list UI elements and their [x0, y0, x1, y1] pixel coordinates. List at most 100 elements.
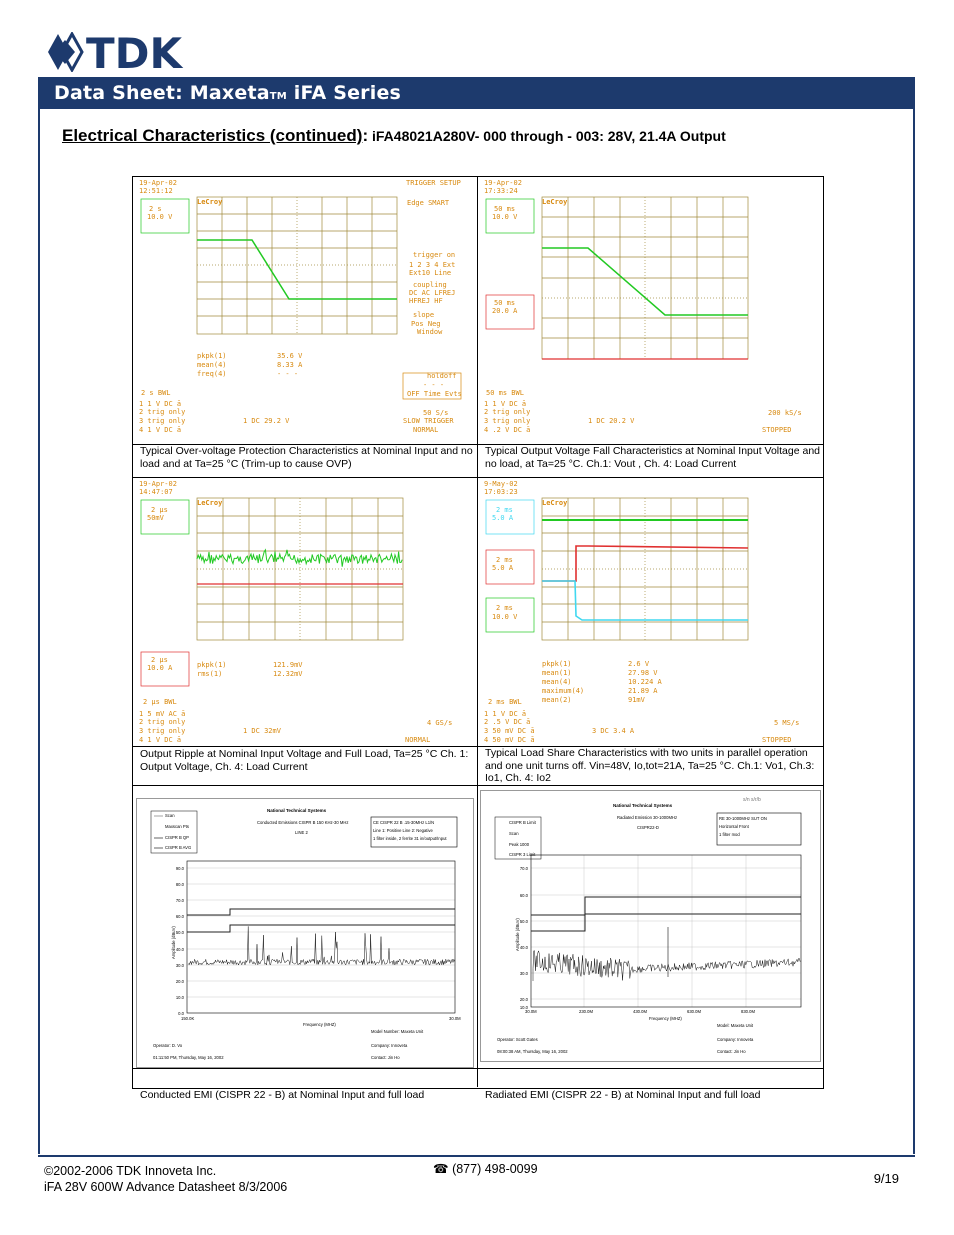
svg-text:10.0 V: 10.0 V — [492, 613, 518, 621]
logo-text: TDK — [86, 32, 184, 72]
svg-text:30.0: 30.0 — [176, 963, 185, 968]
svg-text:12.32mV: 12.32mV — [273, 670, 303, 678]
svg-text:LeCroy: LeCroy — [197, 198, 223, 206]
svg-text:CISPR B AVG: CISPR B AVG — [165, 845, 191, 850]
svg-text:50.0: 50.0 — [520, 919, 529, 924]
svg-text:Edge SMART: Edge SMART — [407, 199, 450, 207]
svg-text:8.33 A: 8.33 A — [277, 361, 303, 369]
svg-text:maximum(4): maximum(4) — [542, 687, 584, 695]
svg-text:9-May-02: 9-May-02 — [484, 480, 518, 488]
svg-text:Conducted Emissions CISPR B 15: Conducted Emissions CISPR B 150 KHz-30 M… — [257, 820, 348, 825]
svg-text:630.0M: 630.0M — [687, 1009, 701, 1014]
svg-text:holdoff: holdoff — [427, 372, 457, 380]
page-frame — [38, 109, 915, 1154]
svg-text:19-Apr-02: 19-Apr-02 — [484, 179, 522, 187]
svg-text:2 trig only: 2 trig only — [139, 718, 185, 726]
svg-text:17:33:24: 17:33:24 — [484, 187, 518, 195]
footer-phone: (877) 498-0099 — [452, 1162, 538, 1176]
svg-text:rms(1): rms(1) — [197, 670, 222, 678]
svg-text:40.0: 40.0 — [176, 947, 185, 952]
scope-fall: 19-Apr-02 17:33:24 LeCroy 50 ms 10.0 V 5… — [478, 177, 822, 444]
svg-text:10.0: 10.0 — [520, 1005, 529, 1010]
svg-text:LINE 2: LINE 2 — [295, 830, 308, 835]
scope-time: 12:51:12 — [139, 187, 173, 195]
svg-text:freq(4): freq(4) — [197, 370, 227, 378]
svg-text:10.0 V: 10.0 V — [492, 213, 518, 221]
section-title: Electrical Characteristics (continued): … — [62, 126, 726, 145]
svg-text:LeCroy: LeCroy — [197, 499, 223, 507]
svg-text:s/n s/r/b: s/n s/r/b — [743, 797, 761, 803]
svg-text:91mV: 91mV — [628, 696, 646, 704]
svg-text:Model Number: Maxeta Unit: Model Number: Maxeta Unit — [371, 1029, 424, 1034]
svg-text:19-Apr-02: 19-Apr-02 — [139, 480, 177, 488]
svg-text:pkpk(1): pkpk(1) — [197, 352, 227, 360]
svg-text:60.0: 60.0 — [520, 893, 529, 898]
svg-text:35.6 V: 35.6 V — [277, 352, 303, 360]
svg-text:70.0: 70.0 — [520, 866, 529, 871]
svg-text:2 µs: 2 µs — [151, 656, 168, 664]
svg-text:50 ms: 50 ms — [494, 205, 515, 213]
svg-text:10.0: 10.0 — [176, 995, 185, 1000]
phone-icon: ☎ — [433, 1162, 449, 1176]
svg-text:mean(4): mean(4) — [197, 361, 227, 369]
svg-text:mean(4): mean(4) — [542, 678, 572, 686]
svg-text:- - -: - - - — [277, 370, 298, 378]
svg-text:National Technical Systems: National Technical Systems — [613, 803, 673, 808]
svg-text:2 s: 2 s — [149, 205, 162, 213]
footer-copyright: ©2002-2006 TDK Innoveta Inc. — [44, 1164, 217, 1178]
scope-ripple: 19-Apr-02 14:47:07 LeCroy 2 µs 50mV 2 µs… — [133, 478, 477, 746]
svg-text:- - -: - - - — [423, 381, 444, 389]
svg-text:2 .5 V DC ā: 2 .5 V DC ā — [484, 718, 530, 726]
svg-text:230.0M: 230.0M — [579, 1009, 593, 1014]
svg-text:20.0: 20.0 — [520, 997, 529, 1002]
caption-fall: Typical Output Voltage Fall Characterist… — [485, 445, 821, 470]
svg-text:1 5 mV AC ā: 1 5 mV AC ā — [139, 710, 185, 718]
scope-date: 19-Apr-02 — [139, 179, 177, 187]
svg-text:50 S/s: 50 S/s — [423, 409, 448, 417]
emi-conducted: National Technical Systems Conducted Emi… — [136, 798, 474, 1068]
svg-text:RE 30-1000MHz SUT ON: RE 30-1000MHz SUT ON — [719, 816, 767, 821]
svg-text:slope: slope — [413, 311, 434, 319]
svg-text:3 trig only: 3 trig only — [484, 417, 530, 425]
svg-text:1 1 V DC ā: 1 1 V DC ā — [484, 710, 526, 718]
svg-text:Company: Innoveta: Company: Innoveta — [371, 1043, 408, 1048]
svg-text:1 DC 32mV: 1 DC 32mV — [243, 727, 282, 735]
svg-text:CISPR22-D: CISPR22-D — [637, 825, 659, 830]
svg-text:Operator: D. Vo: Operator: D. Vo — [153, 1043, 183, 1048]
svg-text:2 µs: 2 µs — [151, 506, 168, 514]
svg-text:Peak 1000: Peak 1000 — [509, 842, 530, 847]
svg-text:1 filter inside, 2 ferrite 31: 1 filter inside, 2 ferrite 31 in/output/… — [373, 836, 447, 841]
svg-text:1 1 V DC ā: 1 1 V DC ā — [139, 400, 181, 408]
svg-text:Scan: Scan — [509, 831, 519, 836]
svg-text:DC AC LFREJ: DC AC LFREJ — [409, 289, 455, 297]
svg-text:Operator: Scott Gates: Operator: Scott Gates — [497, 1037, 538, 1042]
svg-text:2 µs BWL: 2 µs BWL — [143, 698, 177, 706]
header-bar: Data Sheet: MaxetaTM iFA Series — [38, 77, 915, 109]
svg-text:20.0: 20.0 — [176, 979, 185, 984]
svg-text:NORMAL: NORMAL — [413, 426, 438, 434]
svg-text:14:47:07: 14:47:07 — [139, 488, 173, 496]
svg-text:30.0M: 30.0M — [525, 1009, 537, 1014]
svg-text:430.0M: 430.0M — [633, 1009, 647, 1014]
svg-text:5.0 A: 5.0 A — [492, 564, 514, 572]
svg-text:2.6 V: 2.6 V — [628, 660, 650, 668]
svg-text:coupling: coupling — [413, 281, 447, 289]
svg-text:2 trig only: 2 trig only — [484, 408, 530, 416]
svg-text:5.0 A: 5.0 A — [492, 514, 514, 522]
svg-text:3 50 mV DC ā: 3 50 mV DC ā — [484, 727, 535, 735]
svg-text:1 DC 20.2 V: 1 DC 20.2 V — [588, 417, 635, 425]
svg-text:2 ms: 2 ms — [496, 604, 513, 612]
svg-text:10.0 V: 10.0 V — [147, 213, 173, 221]
svg-text:21.89 A: 21.89 A — [628, 687, 658, 695]
svg-text:01:11:50 PM, Thursday, May 16,: 01:11:50 PM, Thursday, May 16, 2002 — [153, 1055, 224, 1060]
svg-text:Frequency (MHZ): Frequency (MHZ) — [303, 1022, 336, 1027]
svg-text:121.9mV: 121.9mV — [273, 661, 303, 669]
svg-text:30.0M: 30.0M — [449, 1016, 461, 1021]
svg-text:CE CISPR 22 B .15-30MHz L1/N: CE CISPR 22 B .15-30MHz L1/N — [373, 820, 434, 825]
svg-text:Window: Window — [417, 328, 443, 336]
svg-text:1 2 3 4 Ext: 1 2 3 4 Ext — [409, 261, 455, 269]
svg-text:200 kS/s: 200 kS/s — [768, 409, 802, 417]
svg-text:Frequency (MHZ): Frequency (MHZ) — [649, 1016, 682, 1021]
svg-text:4 .2 V DC ā: 4 .2 V DC ā — [484, 426, 530, 434]
svg-text:3 trig only: 3 trig only — [139, 727, 185, 735]
